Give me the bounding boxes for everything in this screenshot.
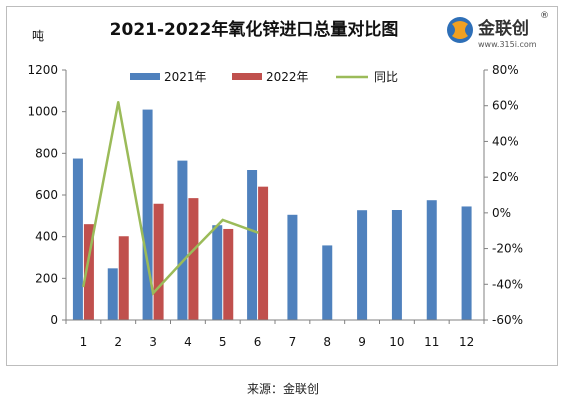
bar-2022 — [258, 186, 269, 320]
y-right-tick-label: 60% — [492, 99, 519, 113]
line-yoy-point — [221, 218, 224, 222]
bar-2021 — [247, 170, 258, 320]
bar-2021 — [391, 210, 402, 320]
y-left-tick-label: 800 — [35, 146, 58, 160]
x-tick-label: 4 — [184, 335, 192, 349]
bar-2021 — [287, 214, 298, 320]
y-left-tick-label: 1000 — [27, 105, 58, 119]
y-left-tick-label: 400 — [35, 230, 58, 244]
x-tick-label: 7 — [289, 335, 297, 349]
y-right-tick-label: 80% — [492, 63, 519, 77]
legend-2021-label: 2021年 — [164, 70, 207, 84]
line-yoy-point — [82, 284, 85, 288]
line-yoy-point — [256, 231, 259, 234]
y-left-tick-label: 600 — [35, 188, 58, 202]
line-yoy-point — [117, 100, 120, 104]
bar-2021 — [72, 158, 83, 320]
line-series — [82, 100, 259, 296]
bars — [72, 109, 472, 320]
x-tick-label: 6 — [254, 335, 262, 349]
y-right-tick-label: -20% — [492, 242, 523, 256]
bar-2021 — [357, 210, 368, 320]
legend-yoy-label: 同比 — [374, 70, 398, 84]
axes: 0 200 400 600 800 1000 1200 -60% -40% -20% 0% 20% 40… — [27, 63, 523, 349]
x-tick-label: 5 — [219, 335, 227, 349]
logo-url: www.315i.com — [478, 40, 537, 49]
x-tick-label: 2 — [114, 335, 122, 349]
legend: 2021年 2022年 同比 — [130, 70, 398, 84]
bar-2022 — [118, 236, 129, 320]
y-right-tick-label: -60% — [492, 313, 523, 327]
x-tick-label: 8 — [323, 335, 331, 349]
bar-2022 — [223, 228, 234, 320]
logo: 金联创 www.315i.com ® — [447, 11, 549, 49]
bar-2022 — [188, 198, 199, 320]
logo-registered: ® — [540, 11, 549, 21]
x-tick-label: 10 — [389, 335, 404, 349]
bar-2021 — [322, 245, 333, 320]
legend-2022-label: 2022年 — [266, 70, 309, 84]
bar-2021 — [177, 160, 188, 320]
chart-title: 2021-2022年氧化锌进口总量对比图 — [110, 19, 399, 40]
bar-2022 — [83, 224, 94, 320]
y-right-tick-label: 40% — [492, 134, 519, 148]
x-tick-label: 11 — [424, 335, 439, 349]
x-tick-label: 12 — [459, 335, 474, 349]
x-tick-label: 1 — [80, 335, 88, 349]
bar-2022 — [153, 203, 164, 320]
y-right-tick-label: 0% — [492, 206, 511, 220]
legend-2021-swatch — [130, 73, 160, 80]
x-tick-label: 3 — [149, 335, 157, 349]
bar-2021 — [461, 206, 472, 320]
y-right-tick-label: 20% — [492, 170, 519, 184]
x-tick-label: 9 — [358, 335, 366, 349]
bar-2021 — [426, 200, 437, 320]
bar-2021 — [212, 225, 223, 320]
line-yoy-point — [151, 292, 155, 295]
logo-name: 金联创 — [477, 18, 529, 39]
source-note: 来源：金联创 — [246, 382, 319, 396]
y-left-tick-label: 200 — [35, 271, 58, 285]
y-right-tick-label: -40% — [492, 277, 523, 291]
legend-2022-swatch — [232, 73, 262, 80]
y-left-tick-label: 1200 — [27, 63, 58, 77]
line-yoy — [82, 101, 259, 296]
y-left-tick-label: 0 — [50, 313, 58, 327]
y-axis-unit: 吨 — [32, 29, 44, 43]
bar-2021 — [142, 109, 153, 320]
line-yoy-point — [186, 254, 190, 257]
logo-swirl-icon — [452, 21, 468, 39]
bar-2021 — [107, 268, 118, 320]
